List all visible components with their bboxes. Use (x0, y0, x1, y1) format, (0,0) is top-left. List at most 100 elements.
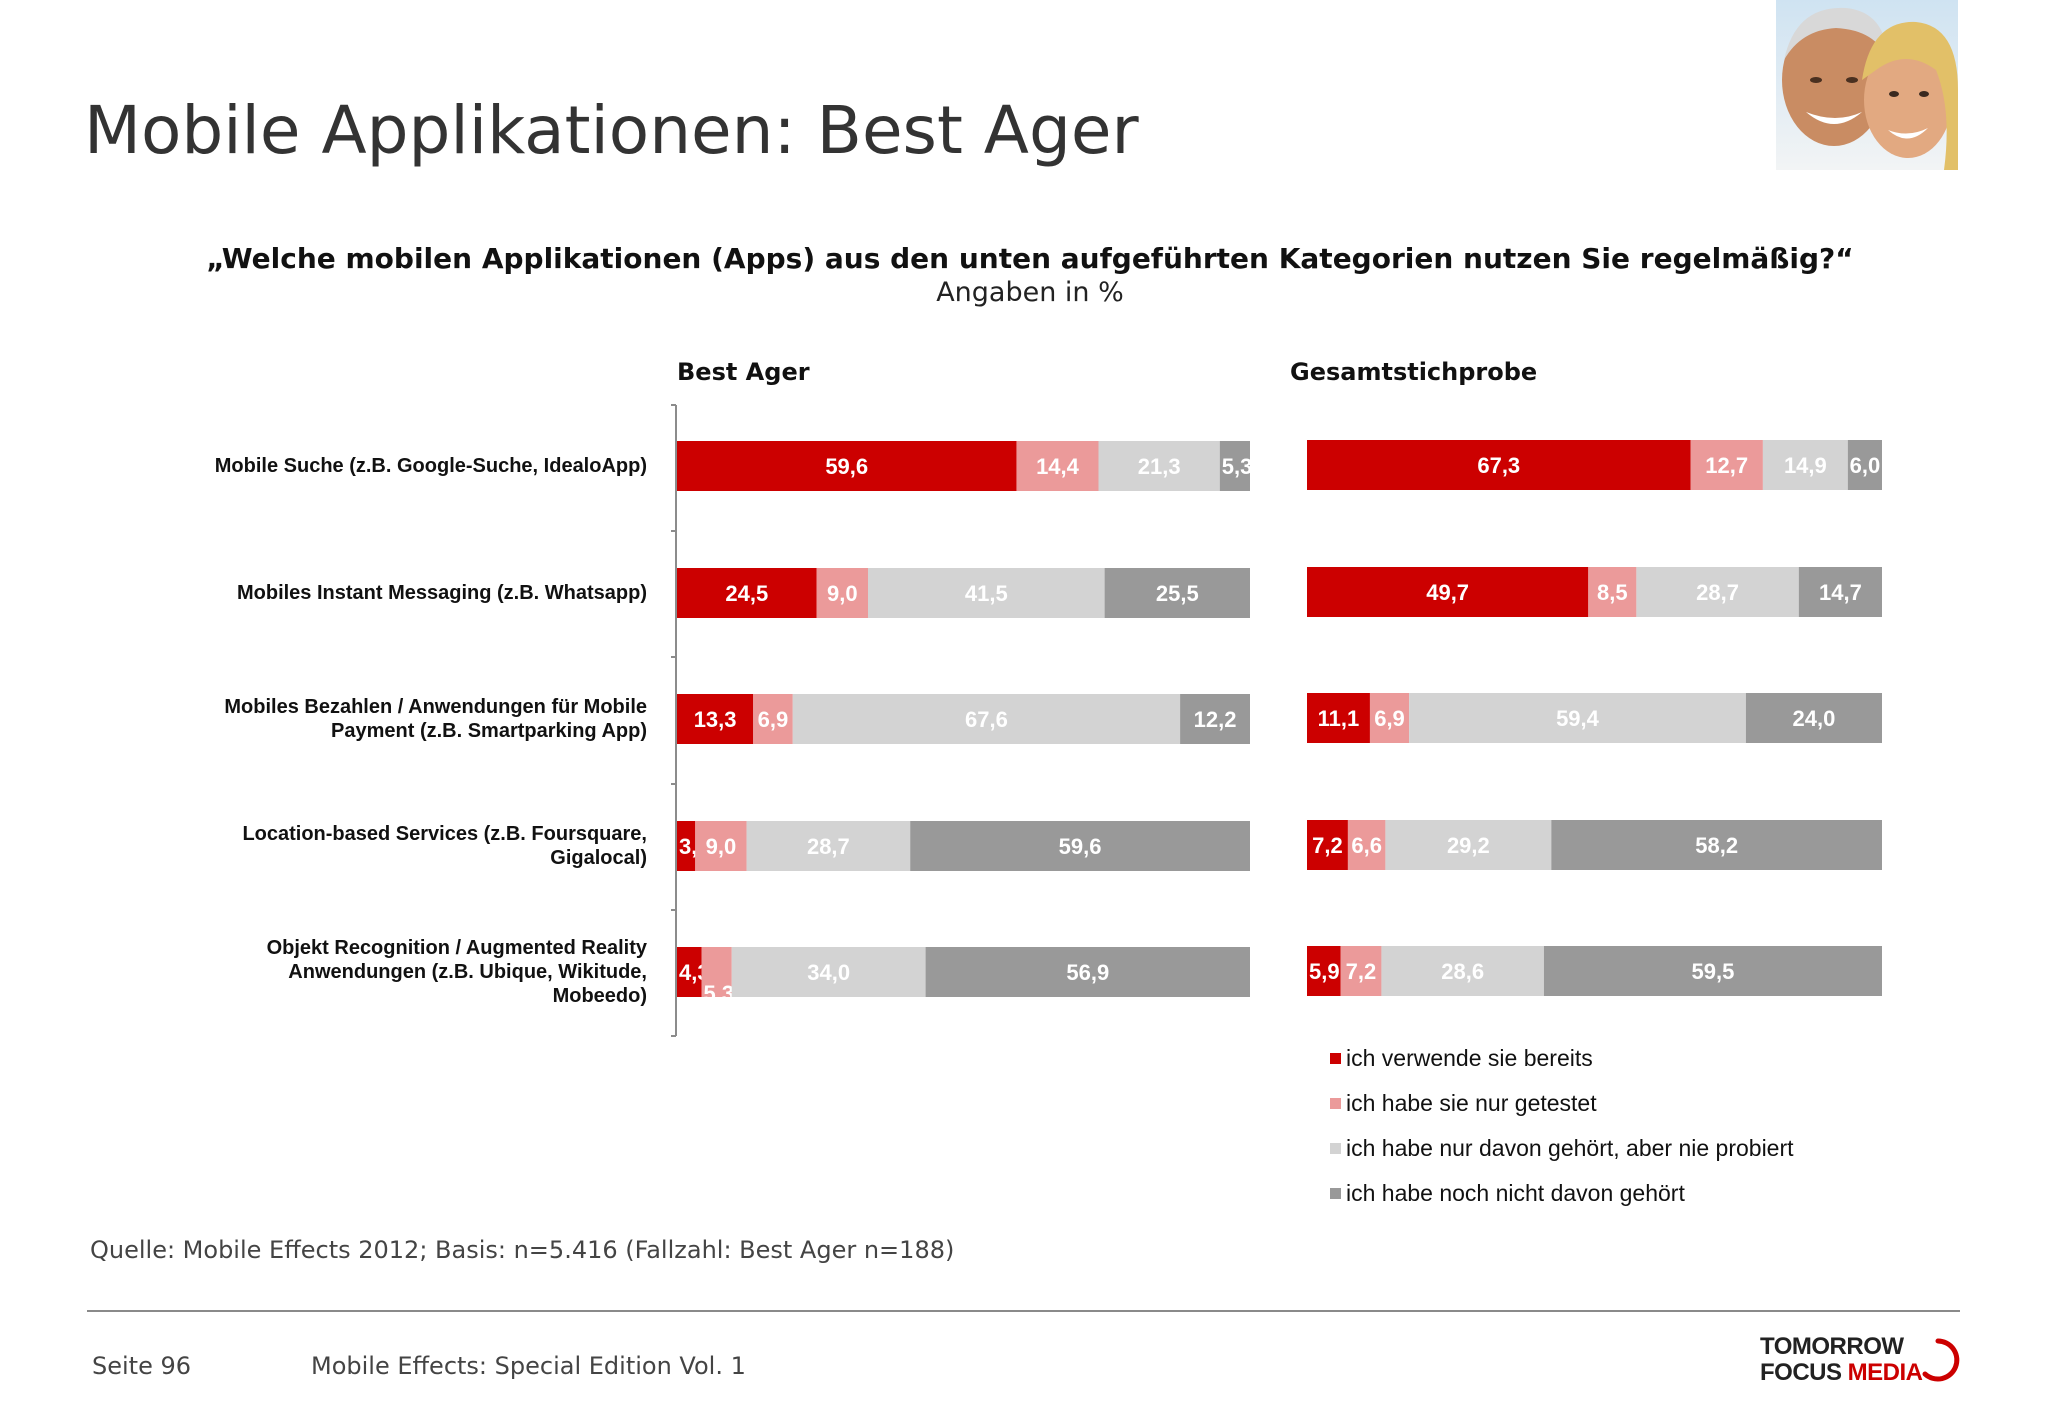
bar-segment (1847, 440, 1882, 490)
bar-value-label: 28,7 (1696, 580, 1739, 605)
panel-title-gesamtstichprobe: Gesamtstichprobe (1290, 358, 1538, 386)
category-label: Objekt Recognition / Augmented Reality An… (160, 936, 647, 1008)
bar-value-label: 13,3 (694, 707, 737, 732)
category-label: Mobile Suche (z.B. Google-Suche, IdealoA… (160, 454, 647, 478)
bar-segment (816, 568, 868, 618)
bar-value-label: 67,3 (1477, 453, 1520, 478)
bar-segment (1340, 946, 1382, 996)
legend-swatch-not-heard (1330, 1188, 1341, 1199)
bar-segment (1745, 693, 1882, 743)
legend-label-heard: ich habe nur davon gehört, aber nie prob… (1346, 1135, 1794, 1161)
bar-segment (1762, 440, 1848, 490)
bar-value-label: 9,0 (706, 834, 737, 859)
bar-segment (677, 821, 696, 871)
legend-label-not-heard: ich habe noch nicht davon gehört (1346, 1180, 1685, 1206)
bar-value-label: 12,2 (1194, 707, 1237, 732)
bar-segment (868, 568, 1105, 618)
bar-segment (1219, 441, 1250, 491)
bar-segment (925, 947, 1250, 997)
category-label: Mobiles Instant Messaging (z.B. Whatsapp… (160, 581, 647, 605)
footer-title: Mobile Effects: Special Edition Vol. 1 (311, 1352, 746, 1380)
category-label-line: Mobiles Instant Messaging (z.B. Whatsapp… (236, 582, 647, 604)
bar-value-label: 67,6 (965, 707, 1008, 732)
category-label-line: Location-based Services (z.B. Foursquare… (242, 823, 647, 845)
category-label-line: Payment (z.B. Smartparking App) (331, 720, 647, 742)
bar-segment (1104, 568, 1250, 618)
bar-segment (910, 821, 1250, 871)
bar-segment (677, 568, 817, 618)
bar-segment (1307, 567, 1589, 617)
bar-segment (753, 694, 793, 744)
bar-segment (1636, 567, 1799, 617)
chart-question: „Welche mobilen Applikationen (Apps) aus… (206, 242, 1854, 275)
unit-note: Angaben in % (936, 277, 1124, 308)
logo-line-1: TOMORROW (1760, 1333, 1904, 1360)
category-label-line: Mobiles Bezahlen / Anwendungen für Mobil… (224, 696, 647, 718)
bar-value-label: 6,9 (1374, 706, 1405, 731)
bar-segment (746, 821, 911, 871)
bar-segment (792, 694, 1181, 744)
bar-segment (1409, 693, 1746, 743)
bar-segment (677, 441, 1017, 491)
bar-segment (1307, 946, 1341, 996)
legend-swatch-tested (1330, 1098, 1341, 1109)
bar-segment (1307, 693, 1370, 743)
bar-segment (701, 947, 732, 997)
bar-value-label: 49,7 (1426, 580, 1469, 605)
bar-segment (1381, 946, 1544, 996)
bar-segment (1180, 694, 1250, 744)
footer-page-number: Seite 96 (92, 1352, 192, 1380)
tomorrow-focus-media-logo: TOMORROW FOCUS MEDIA (1760, 1333, 1965, 1389)
bar-segment (1016, 441, 1099, 491)
bar-value-label: 11,1 (1318, 706, 1360, 731)
legend-label-use: ich verwende sie bereits (1346, 1045, 1593, 1071)
legend-swatch-use (1330, 1053, 1341, 1064)
bar-segment (1307, 820, 1348, 870)
bar-value-label: 24,0 (1793, 706, 1836, 731)
legend-item-not-heard: ich habe noch nicht davon gehört (1330, 1171, 1794, 1216)
legend-label-tested: ich habe sie nur getestet (1346, 1090, 1597, 1116)
bar-value-label: 28,6 (1441, 959, 1484, 984)
bar-segment (1588, 567, 1637, 617)
category-label-line: Gigalocal) (550, 847, 647, 869)
bar-value-label: 28,7 (807, 834, 850, 859)
legend-item-tested: ich habe sie nur getestet (1330, 1081, 1794, 1126)
bar-value-label: 29,2 (1447, 833, 1490, 858)
category-label-line: Mobile Suche (z.B. Google-Suche, IdealoA… (214, 455, 647, 477)
legend-item-use: ich verwende sie bereits (1330, 1036, 1794, 1081)
panel-title-best-ager: Best Ager (677, 358, 810, 386)
category-label: Mobiles Bezahlen / Anwendungen für Mobil… (160, 695, 647, 743)
bar-segment (1347, 820, 1386, 870)
category-label-line: Mobeedo) (552, 985, 647, 1007)
bar-value-label: 25,5 (1156, 581, 1199, 606)
bar-segment (1098, 441, 1220, 491)
bar-segment (1385, 820, 1552, 870)
chart-legend: ich verwende sie bereits ich habe sie nu… (1330, 1036, 1794, 1216)
footer-divider (87, 1310, 1960, 1312)
bar-value-label: 59,6 (825, 454, 868, 479)
category-label-line: Objekt Recognition / Augmented Reality (266, 937, 647, 959)
logo-line-2: FOCUS MEDIA (1760, 1359, 1923, 1386)
bar-value-label: 6,9 (758, 707, 789, 732)
bar-segment (1543, 946, 1882, 996)
legend-swatch-heard (1330, 1143, 1341, 1154)
bar-segment (677, 947, 702, 997)
bar-segment (677, 694, 754, 744)
page-title: Mobile Applikationen: Best Ager (84, 92, 1139, 169)
bar-segment (1551, 820, 1882, 870)
smiling-couple-photo (1776, 0, 1958, 170)
bar-value-label: 12,7 (1705, 453, 1748, 478)
bar-value-label: 59,5 (1692, 959, 1735, 984)
bar-value-label: 34,0 (807, 960, 850, 985)
bar-value-label: 6,6 (1351, 833, 1382, 858)
category-label: Location-based Services (z.B. Foursquare… (160, 822, 647, 870)
bar-segment (731, 947, 926, 997)
category-label-line: Anwendungen (z.B. Ubique, Wikitude, (288, 961, 647, 983)
bar-value-label: 5,3 (1222, 454, 1253, 479)
bar-value-label: 58,2 (1695, 833, 1738, 858)
bar-segment (1690, 440, 1763, 490)
bar-value-label: 14,9 (1784, 453, 1827, 478)
bar-value-label: 6,0 (1850, 453, 1881, 478)
bar-value-label: 8,5 (1597, 580, 1628, 605)
